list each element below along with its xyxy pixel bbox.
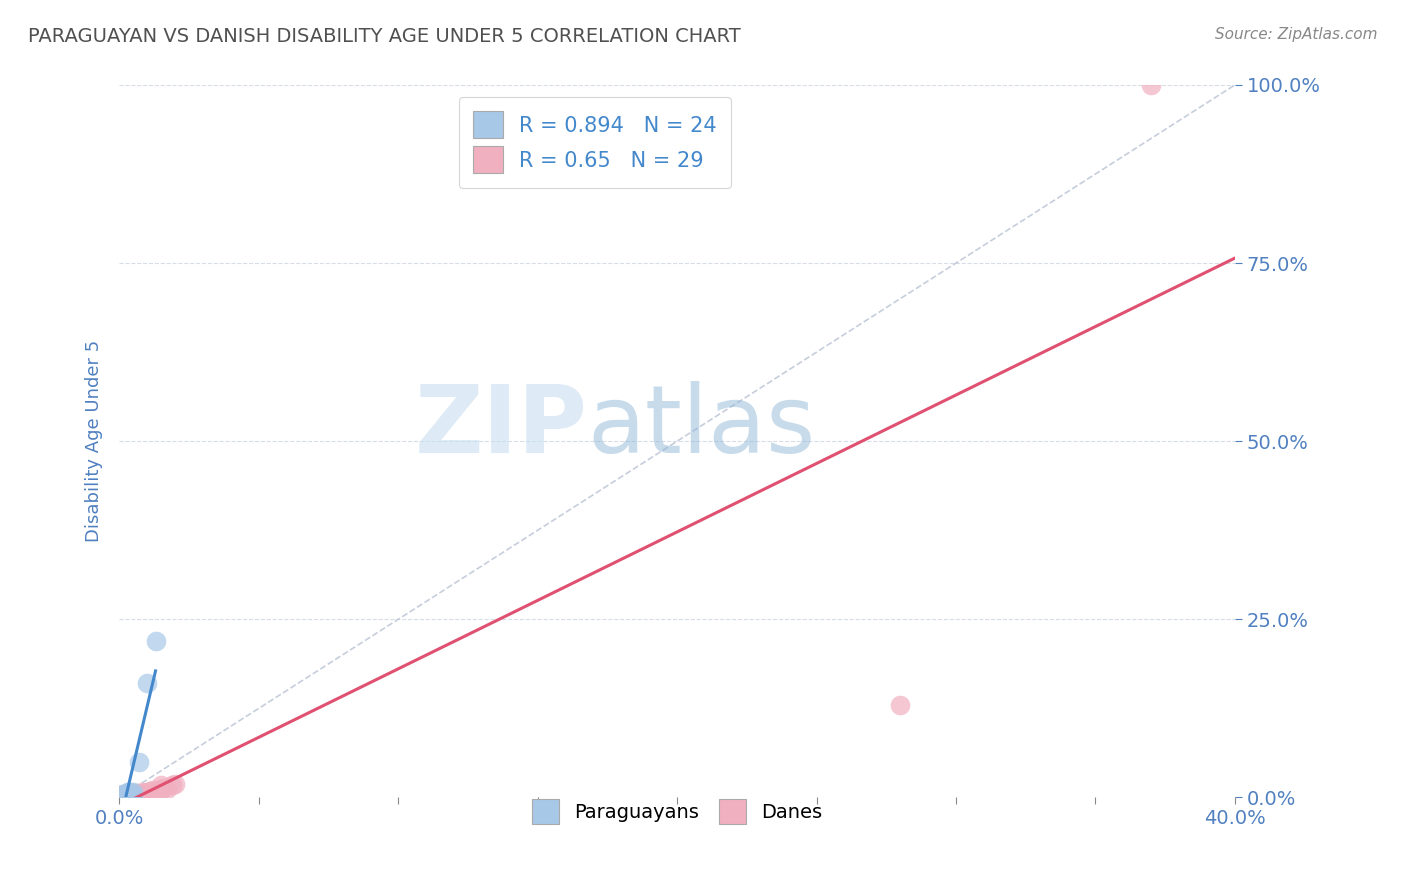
Point	[114, 789, 136, 803]
Point	[165, 777, 187, 791]
Point	[114, 787, 136, 801]
Point	[162, 778, 184, 792]
Y-axis label: Disability Age Under 5: Disability Age Under 5	[86, 340, 103, 542]
Point	[153, 780, 176, 795]
Point	[889, 698, 911, 712]
Point	[111, 789, 134, 803]
Point	[117, 786, 139, 800]
Point	[125, 789, 148, 803]
Point	[117, 785, 139, 799]
Point	[114, 789, 136, 803]
Point	[117, 789, 139, 803]
Legend: Paraguayans, Danes: Paraguayans, Danes	[522, 789, 832, 834]
Point	[111, 789, 134, 804]
Text: PARAGUAYAN VS DANISH DISABILITY AGE UNDER 5 CORRELATION CHART: PARAGUAYAN VS DANISH DISABILITY AGE UNDE…	[28, 27, 741, 45]
Point	[114, 789, 136, 804]
Point	[117, 788, 139, 802]
Point	[120, 786, 142, 800]
Point	[136, 676, 159, 690]
Point	[131, 788, 153, 802]
Point	[131, 785, 153, 799]
Point	[122, 789, 145, 803]
Point	[114, 789, 136, 804]
Point	[117, 787, 139, 801]
Point	[145, 633, 167, 648]
Point	[117, 785, 139, 799]
Text: atlas: atlas	[588, 381, 815, 473]
Point	[128, 787, 150, 801]
Point	[111, 789, 134, 804]
Point	[117, 789, 139, 803]
Point	[120, 789, 142, 803]
Text: Source: ZipAtlas.com: Source: ZipAtlas.com	[1215, 27, 1378, 42]
Point	[134, 786, 156, 800]
Point	[122, 789, 145, 803]
Point	[111, 787, 134, 801]
Point	[150, 778, 173, 792]
Point	[128, 755, 150, 769]
Point	[114, 789, 136, 803]
Point	[114, 787, 136, 801]
Point	[139, 784, 162, 798]
Point	[114, 788, 136, 802]
Point	[120, 785, 142, 799]
Point	[120, 789, 142, 803]
Point	[111, 788, 134, 802]
Point	[156, 781, 179, 796]
Point	[111, 789, 134, 803]
Point	[125, 786, 148, 800]
Point	[111, 789, 134, 803]
Point	[120, 788, 142, 802]
Point	[117, 789, 139, 804]
Point	[122, 788, 145, 802]
Point	[111, 789, 134, 803]
Text: ZIP: ZIP	[415, 381, 588, 473]
Point	[142, 783, 165, 797]
Point	[136, 785, 159, 799]
Point	[150, 781, 173, 796]
Point	[122, 785, 145, 799]
Point	[1140, 78, 1163, 92]
